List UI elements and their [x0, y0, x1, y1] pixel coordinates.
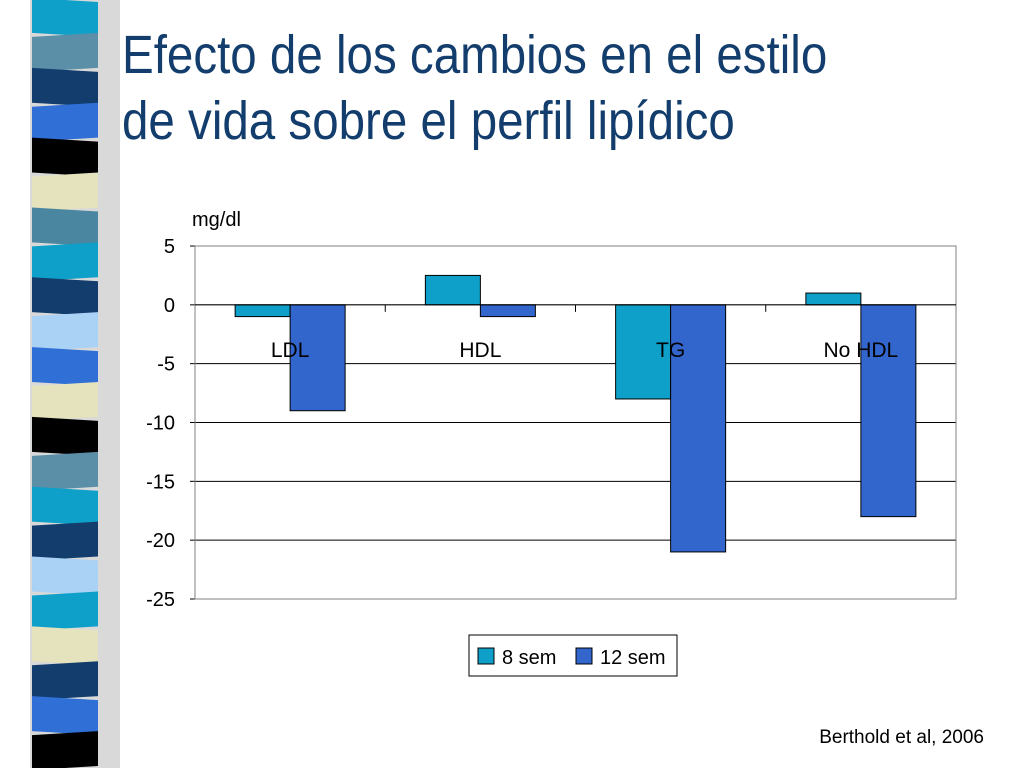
stripe-block: [32, 382, 98, 421]
stripe-block: [32, 137, 98, 177]
stripe-block: [32, 416, 98, 456]
legend: 8 sem 12 sem: [468, 634, 678, 677]
y-tick-label: -25: [146, 589, 175, 611]
bar-8-sem-TG: [615, 304, 672, 400]
stripe-block: [32, 242, 98, 282]
legend-label: 12 sem: [600, 647, 666, 669]
bar-12-sem-TG: [670, 304, 727, 553]
stripe-graphic: [0, 0, 120, 770]
stripe-block: [32, 172, 98, 212]
stripe-block: [32, 591, 98, 631]
stripe-block: [32, 696, 98, 736]
y-axis-label: mg/dl: [192, 209, 241, 231]
legend-box: [468, 634, 678, 677]
stripe-block: [32, 661, 98, 701]
bar-8-sem-No-HDL: [805, 292, 862, 306]
stripe-block: [32, 347, 98, 386]
bar-12-sem-HDL: [479, 304, 536, 318]
bar-8-sem-HDL: [424, 274, 481, 306]
stripe-block: [32, 102, 98, 142]
stripe-block: [32, 277, 98, 317]
stripe-block: [32, 32, 98, 72]
slide-title: Efecto de los cambios en el estilo de vi…: [122, 22, 905, 154]
bar-12-sem-No-HDL: [860, 304, 917, 518]
stripe-block: [32, 312, 98, 352]
y-tick-label: -15: [146, 471, 175, 493]
stripe-block: [32, 556, 98, 596]
stripe-block: [32, 451, 98, 491]
stripe-block: [32, 207, 98, 247]
category-label: TG: [656, 339, 685, 362]
y-tick-label: 5: [164, 236, 175, 258]
stripe-block: [32, 626, 98, 666]
y-tick-label: 0: [164, 295, 175, 317]
stripe-block: [32, 67, 98, 107]
stripe-block: [32, 731, 98, 770]
title-line-1: Efecto de los cambios en el estilo: [122, 25, 828, 85]
stripe-block: [32, 0, 98, 37]
legend-swatch: [477, 647, 495, 665]
decorative-stripe: [0, 0, 120, 770]
bar-8-sem-LDL: [234, 304, 291, 318]
category-label: LDL: [271, 339, 310, 362]
plot-area: 5 0 -5 -10 -15 -20 -25 LDL HDL TG No HDL: [146, 236, 957, 611]
source-citation: Berthold et al, 2006: [819, 727, 984, 748]
plot-frame: [194, 245, 957, 600]
y-tick-label: -5: [157, 354, 175, 376]
category-label: HDL: [459, 339, 501, 362]
stripe-margin: [0, 0, 30, 768]
stripe-block: [32, 521, 98, 561]
y-tick-label: -20: [146, 530, 175, 552]
category-label: No HDL: [824, 339, 899, 362]
bar-12-sem-LDL: [289, 304, 346, 412]
stripe-block: [32, 486, 98, 526]
legend-swatch: [575, 647, 593, 665]
title-line-2: de vida sobre el perfil lipídico: [122, 91, 735, 151]
legend-label: 8 sem: [502, 647, 556, 669]
y-tick-label: -10: [146, 413, 175, 435]
